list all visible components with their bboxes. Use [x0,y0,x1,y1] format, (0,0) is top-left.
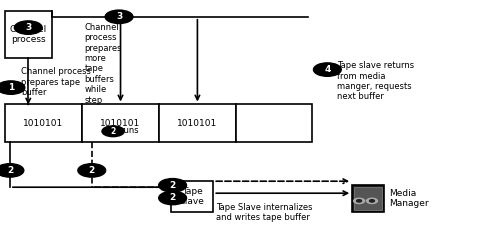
Text: 2: 2 [89,166,95,175]
Circle shape [357,200,362,202]
Text: Media
Manager: Media Manager [389,189,429,208]
FancyBboxPatch shape [171,181,213,212]
Circle shape [0,81,25,94]
Text: 4: 4 [324,65,330,74]
FancyBboxPatch shape [354,187,382,210]
Text: Channel
process: Channel process [10,24,47,44]
Text: 2: 2 [111,127,116,136]
Text: Channel
process
prepares
more
tape
buffers
while
step: Channel process prepares more tape buffe… [84,23,122,105]
Text: 1: 1 [8,83,14,92]
FancyBboxPatch shape [5,11,52,58]
Text: 3: 3 [25,23,31,32]
FancyBboxPatch shape [159,104,236,142]
Circle shape [367,198,377,204]
Text: Tape slave returns
from media
manger, requests
next buffer: Tape slave returns from media manger, re… [337,61,414,101]
Circle shape [14,21,42,34]
Circle shape [102,126,124,137]
Circle shape [354,198,365,204]
FancyBboxPatch shape [352,185,384,212]
FancyBboxPatch shape [236,104,312,142]
Circle shape [78,164,106,177]
Text: Channel process
prepares tape
buffer: Channel process prepares tape buffer [21,67,91,97]
Text: 1010101: 1010101 [23,119,63,127]
Circle shape [313,63,341,76]
Text: 2: 2 [170,193,176,203]
Text: 1010101: 1010101 [177,119,217,127]
Text: 1010101: 1010101 [100,119,140,127]
FancyBboxPatch shape [82,104,159,142]
FancyBboxPatch shape [5,104,82,142]
Text: 2: 2 [170,181,176,190]
Text: Tape Slave internalizes
and writes tape buffer: Tape Slave internalizes and writes tape … [216,203,312,222]
Circle shape [159,179,186,192]
Circle shape [0,164,24,177]
Text: Tape
Slave: Tape Slave [180,187,205,206]
Circle shape [370,200,374,202]
Circle shape [159,191,186,205]
Circle shape [105,10,133,24]
Text: runs: runs [121,126,139,135]
Text: 3: 3 [116,12,122,21]
Text: 2: 2 [7,166,13,175]
